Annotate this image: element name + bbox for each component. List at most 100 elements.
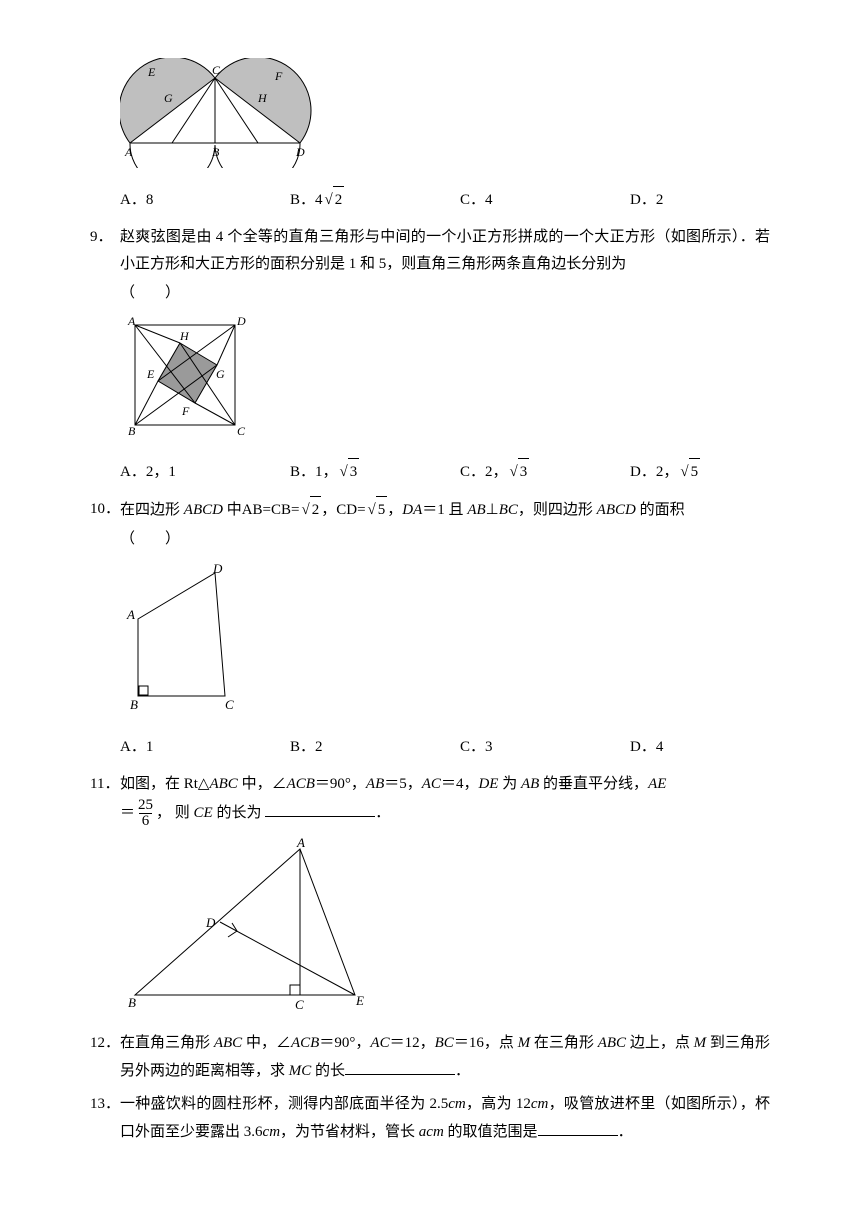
q13-number: 13． <box>90 1091 120 1146</box>
frac-num: 25 <box>135 798 156 813</box>
var-mc: MC <box>289 1063 312 1079</box>
q9-figure: A D H E G B F C <box>120 315 770 450</box>
var-acb: ACB <box>287 776 315 792</box>
sqrt-icon: 2 <box>300 496 322 524</box>
svg-text:D: D <box>212 561 223 576</box>
q11: 11． 如图，在 Rt△ABC 中，∠ACB＝90°，AB＝5，AC＝4，DE … <box>90 771 770 829</box>
t: ，高为 12 <box>466 1096 531 1112</box>
svg-text:B: B <box>212 145 220 159</box>
option-a-text: A．2，1 <box>120 459 176 486</box>
svg-text:A: A <box>124 145 133 159</box>
option-c: C．2， 3 <box>460 458 630 486</box>
sqrt-value: 2 <box>310 496 322 524</box>
t: 中，∠ <box>238 776 287 792</box>
var-ab: AB <box>467 502 485 518</box>
t: ＝16，点 <box>454 1035 518 1051</box>
option-d: D．4 <box>630 734 770 761</box>
t: 的长为 <box>213 805 266 821</box>
unit-cm: cm <box>426 1124 444 1140</box>
eq-abcb: AB=CB= <box>242 502 300 518</box>
q10-figure: A D B C <box>120 561 770 726</box>
q13-text: 一种盛饮料的圆柱形杯，测得内部底面半径为 2.5cm，高为 12cm，吸管放进杯… <box>120 1091 770 1146</box>
svg-text:G: G <box>216 367 225 381</box>
q8-options: A．8 B．42 C．4 D．2 <box>120 186 770 214</box>
option-b: B．42 <box>290 186 460 214</box>
frac-den: 6 <box>139 813 153 829</box>
option-a: A．2，1 <box>120 458 290 486</box>
svg-text:E: E <box>355 993 364 1008</box>
sqrt-icon: 2 <box>323 186 345 214</box>
q12: 12． 在直角三角形 ABC 中，∠ACB＝90°，AC＝12，BC＝16，点 … <box>90 1030 770 1085</box>
option-c-prefix: C．2， <box>460 459 508 486</box>
t: ，则四边形 <box>518 502 597 518</box>
answer-blank[interactable] <box>538 1118 618 1136</box>
option-a: A．8 <box>120 186 290 214</box>
fraction: 256 <box>135 798 156 829</box>
q9-text: 赵爽弦图是由 4 个全等的直角三角形与中间的一个小正方形拼成的一个大正方形（如图… <box>120 224 770 278</box>
sqrt-value: 5 <box>376 496 388 524</box>
svg-text:E: E <box>146 367 155 381</box>
option-b-prefix: B．4 <box>290 187 323 214</box>
q10-paren: （ ） <box>120 526 770 553</box>
t: ＝12， <box>390 1035 435 1051</box>
sqrt-icon: 5 <box>366 496 388 524</box>
svg-text:F: F <box>181 404 190 418</box>
var-ac: AC <box>370 1035 389 1051</box>
svg-text:A: A <box>296 837 305 850</box>
sqrt-value: 5 <box>689 458 701 486</box>
q11-text: 如图，在 Rt△ABC 中，∠ACB＝90°，AB＝5，AC＝4，DE 为 AB… <box>120 771 770 829</box>
t: 中 <box>223 502 242 518</box>
t: 边上，点 <box>626 1035 694 1051</box>
option-b: B．1，3 <box>290 458 460 486</box>
var-bc: BC <box>499 502 518 518</box>
q12-text: 在直角三角形 ABC 中，∠ACB＝90°，AC＝12，BC＝16，点 M 在三… <box>120 1030 770 1085</box>
q9-paren: （ ） <box>120 280 770 307</box>
option-d: D．2 <box>630 186 770 214</box>
t: 在直角三角形 <box>120 1035 214 1051</box>
svg-text:G: G <box>164 91 173 105</box>
t: 一种盛饮料的圆柱形杯，测得内部底面半径为 2.5 <box>120 1096 448 1112</box>
var-m: M <box>518 1035 531 1051</box>
option-c-text: C．3 <box>460 734 493 761</box>
t: ＝4， <box>441 776 479 792</box>
svg-text:C: C <box>295 997 304 1012</box>
eq-cd: CD= <box>336 502 365 518</box>
t: ． <box>618 1124 633 1140</box>
sqrt-value: 3 <box>518 458 530 486</box>
perp-icon: ⊥ <box>486 502 499 518</box>
option-d-text: D．2 <box>630 187 663 214</box>
t: ＝1 且 <box>422 502 467 518</box>
unit-cm: cm <box>448 1096 466 1112</box>
option-b: B．2 <box>290 734 460 761</box>
svg-text:E: E <box>147 65 156 79</box>
q8-figure: E C F G H A B D <box>120 58 770 178</box>
t: 的取值范围是 <box>444 1124 538 1140</box>
unit-cm: cm <box>531 1096 549 1112</box>
t: 如图，在 Rt△ <box>120 776 209 792</box>
t: ，为节省材料，管长 <box>280 1124 419 1140</box>
unit-cm: cm <box>263 1124 281 1140</box>
option-d-prefix: D．2， <box>630 459 678 486</box>
var-bc: BC <box>435 1035 454 1051</box>
option-d: D．2， 5 <box>630 458 770 486</box>
svg-text:H: H <box>179 329 190 343</box>
answer-blank[interactable] <box>345 1057 455 1075</box>
var-abcd: ABCD <box>184 502 223 518</box>
var-m: M <box>694 1035 707 1051</box>
t: ， 则 <box>156 805 194 821</box>
svg-text:C: C <box>212 63 221 77</box>
svg-text:B: B <box>128 424 136 438</box>
t: 为 <box>498 776 521 792</box>
sqrt-icon: 3 <box>338 458 360 486</box>
svg-text:C: C <box>225 697 234 712</box>
t: ． <box>375 805 390 821</box>
answer-blank[interactable] <box>265 799 375 817</box>
q11-figure: A D B C E <box>120 837 770 1022</box>
q9: 9． 赵爽弦图是由 4 个全等的直角三角形与中间的一个小正方形拼成的一个大正方形… <box>90 224 770 278</box>
t: ＝90°， <box>315 776 366 792</box>
svg-text:D: D <box>295 145 305 159</box>
svg-text:B: B <box>130 697 138 712</box>
svg-text:A: A <box>127 315 136 328</box>
var-abcd: ABCD <box>597 502 636 518</box>
svg-text:H: H <box>257 91 268 105</box>
